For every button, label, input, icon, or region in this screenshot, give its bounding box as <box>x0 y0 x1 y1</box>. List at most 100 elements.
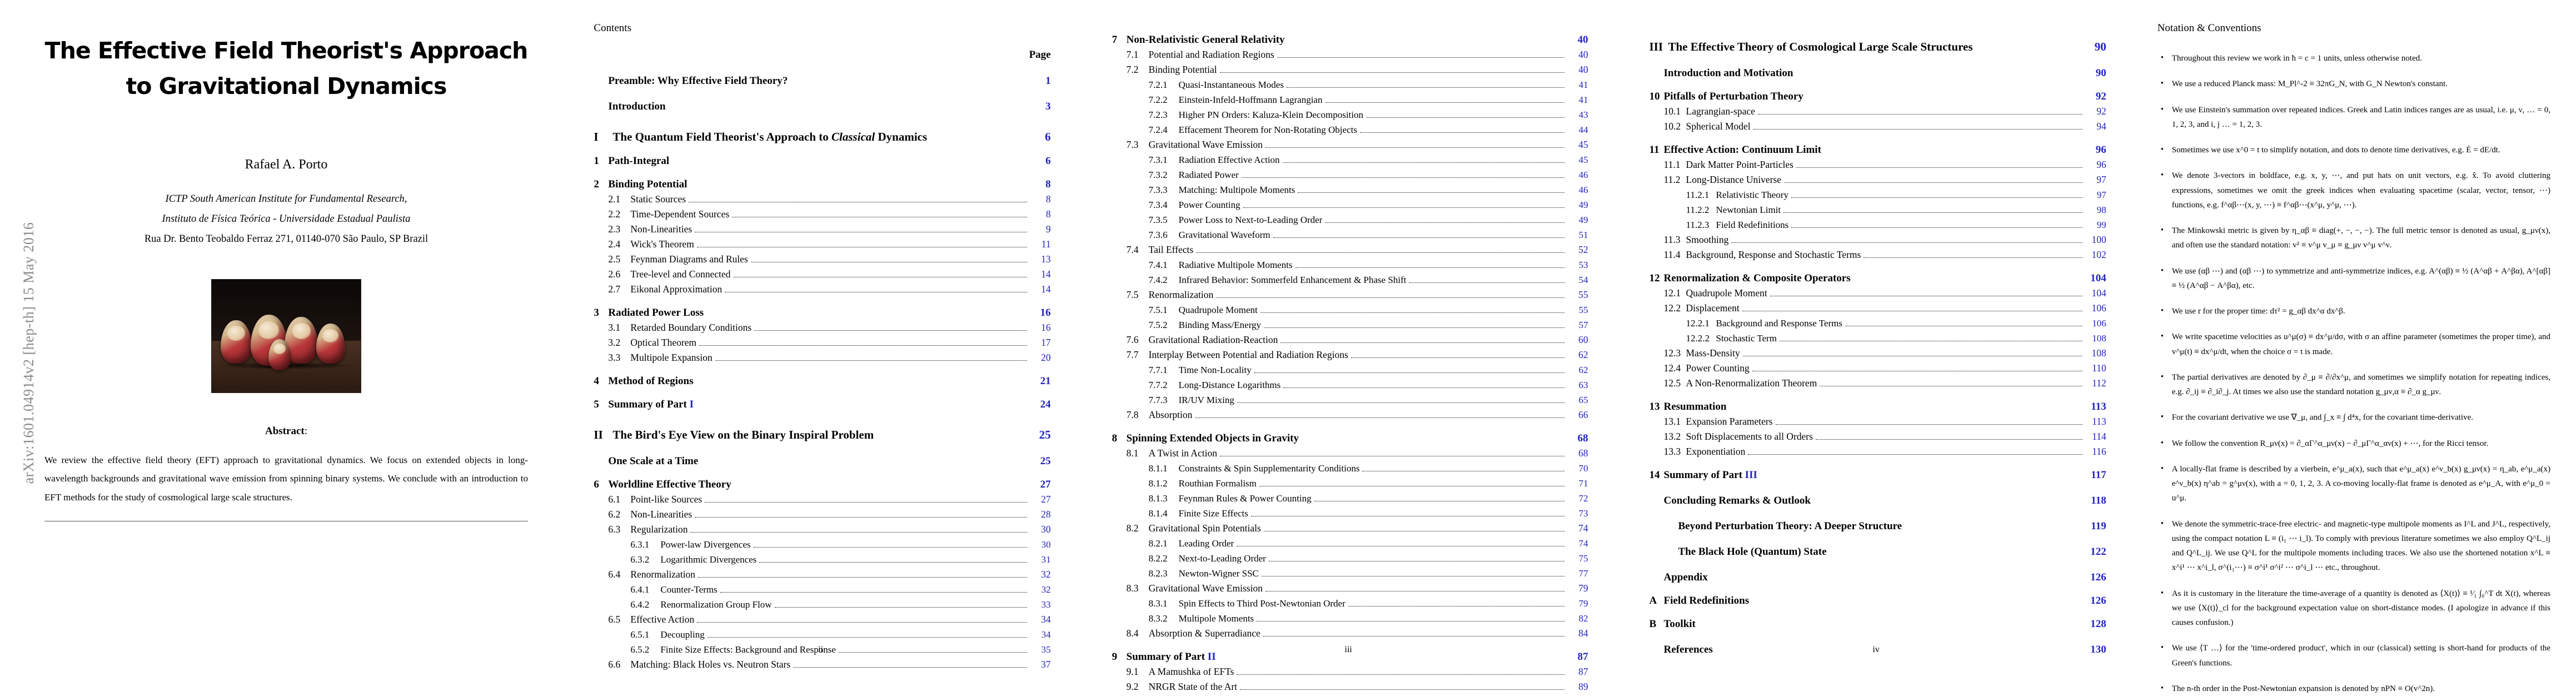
toc-entry-page-number[interactable]: 46 <box>1578 185 1588 195</box>
toc-entry-page-number[interactable]: 49 <box>1578 215 1588 225</box>
toc-entry-page-number[interactable]: 53 <box>1578 260 1588 270</box>
toc-entry[interactable]: 7.2 Binding Potential 40 <box>1112 64 1588 76</box>
toc-entry-page-number[interactable]: 6 <box>1045 155 1051 167</box>
toc-entry-page-number[interactable]: 104 <box>2090 272 2106 284</box>
toc-entry-page-number[interactable]: 122 <box>2090 546 2106 558</box>
toc-entry[interactable]: 7.3.5 Power Loss to Next-to-Leading Order… <box>1112 215 1588 226</box>
toc-entry[interactable]: 7.5.1 Quadrupole Moment 55 <box>1112 305 1588 316</box>
toc-entry-page-number[interactable]: 25 <box>1040 455 1051 467</box>
toc-entry-page-number[interactable]: 74 <box>1578 538 1588 549</box>
toc-entry[interactable]: 7.1 Potential and Radiation Regions 40 <box>1112 49 1588 61</box>
toc-entry-page-number[interactable]: 79 <box>1578 583 1588 594</box>
toc-entry[interactable]: 8.2 Gravitational Spin Potentials 74 <box>1112 523 1588 534</box>
toc-entry-page-number[interactable]: 55 <box>1578 305 1588 315</box>
toc-entry[interactable]: 2.6 Tree-level and Connected 14 <box>594 269 1051 280</box>
toc-entry-page-number[interactable]: 75 <box>1578 553 1588 564</box>
toc-entry[interactable]: 3.2 Optical Theorem 17 <box>594 337 1051 349</box>
toc-entry[interactable]: 6.4.1 Counter-Terms 32 <box>594 585 1050 595</box>
toc-entry[interactable]: Introduction 3 <box>594 101 1050 112</box>
toc-entry-page-number[interactable]: 104 <box>2091 287 2106 299</box>
toc-entry[interactable]: I The Quantum Field Theorist's Approach t… <box>594 131 1050 143</box>
toc-entry[interactable]: 2.4 Wick's Theorem 11 <box>594 239 1050 250</box>
toc-entry-page-number[interactable]: 32 <box>1041 584 1051 595</box>
toc-entry-page-number[interactable]: 46 <box>1578 170 1588 180</box>
toc-entry[interactable]: Preamble: Why Effective Field Theory? 1 <box>594 76 1050 87</box>
toc-entry-page-number[interactable]: 87 <box>1578 666 1588 677</box>
toc-entry[interactable]: 10.2 Spherical Model 94 <box>1650 121 2106 132</box>
toc-entry-page-number[interactable]: 30 <box>1041 524 1051 535</box>
toc-entry[interactable]: 2 Binding Potential 8 <box>594 179 1050 190</box>
toc-entry-page-number[interactable]: 17 <box>1041 337 1051 348</box>
toc-entry[interactable]: Concluding Remarks & Outlook 118 <box>1650 495 2106 506</box>
toc-entry-page-number[interactable]: 110 <box>2092 362 2106 374</box>
toc-entry[interactable]: 6.1 Point-like Sources 27 <box>594 494 1050 505</box>
toc-entry-page-number[interactable]: 92 <box>2096 106 2106 117</box>
toc-entry-page-number[interactable]: 54 <box>1578 275 1588 285</box>
toc-entry[interactable]: One Scale at a Time 25 <box>594 456 1050 467</box>
toc-entry[interactable]: 7.2.2 Einstein-Infeld-Hoffmann Lagrangian… <box>1112 95 1588 106</box>
toc-entry[interactable]: 7.3.3 Matching: Multipole Moments 46 <box>1112 185 1588 196</box>
toc-entry[interactable]: 4 Method of Regions 21 <box>594 376 1050 387</box>
toc-entry-page-number[interactable]: 34 <box>1041 629 1051 640</box>
toc-entry[interactable]: 8.1.3 Feynman Rules & Power Counting 72 <box>1112 494 1588 504</box>
toc-entry-page-number[interactable]: 49 <box>1578 200 1588 210</box>
toc-entry-page-number[interactable]: 40 <box>1578 49 1588 60</box>
toc-entry-page-number[interactable]: 1 <box>1045 75 1051 87</box>
toc-entry-page-number[interactable]: 57 <box>1578 320 1588 330</box>
toc-entry-page-number[interactable]: 87 <box>1577 651 1588 663</box>
toc-entry[interactable]: References 130 <box>1650 644 2106 655</box>
toc-entry-page-number[interactable]: 97 <box>2096 174 2106 185</box>
toc-entry-page-number[interactable]: 72 <box>1578 493 1588 504</box>
toc-entry[interactable]: 13.3 Exponentiation 116 <box>1650 446 2106 458</box>
toc-entry-page-number[interactable]: 108 <box>2092 333 2106 344</box>
toc-entry[interactable]: 8.1.2 Routhian Formalism 71 <box>1112 479 1588 489</box>
toc-entry[interactable]: 7.6 Gravitational Radiation-Reaction 60 <box>1112 335 1588 346</box>
toc-entry-page-number[interactable]: 113 <box>2091 401 2106 412</box>
toc-entry-page-number[interactable]: 8 <box>1045 178 1051 190</box>
toc-entry-page-number[interactable]: 68 <box>1577 432 1588 444</box>
toc-entry-page-number[interactable]: 74 <box>1578 523 1588 534</box>
toc-entry-page-number[interactable]: 14 <box>1041 269 1051 280</box>
toc-entry[interactable]: 2.3 Non-Linearities 9 <box>594 224 1050 235</box>
toc-entry[interactable]: 2.2 Time-Dependent Sources 8 <box>594 209 1050 220</box>
toc-entry[interactable]: 8.3 Gravitational Wave Emission 79 <box>1112 583 1588 594</box>
toc-entry-page-number[interactable]: 41 <box>1578 79 1588 90</box>
toc-entry[interactable]: Introduction and Motivation 90 <box>1650 68 2106 79</box>
toc-entry[interactable]: 10.1 Lagrangian-space 92 <box>1650 106 2106 117</box>
toc-entry-page-number[interactable]: 96 <box>2096 159 2106 170</box>
toc-entry[interactable]: 7.7.1 Time Non-Locality 62 <box>1112 365 1588 376</box>
toc-entry-page-number[interactable]: 99 <box>2096 220 2106 230</box>
toc-entry-page-number[interactable]: 33 <box>1041 599 1051 610</box>
toc-entry[interactable]: 11.2.2 Newtonian Limit 98 <box>1650 205 2106 216</box>
toc-entry-page-number[interactable]: 52 <box>1578 244 1588 255</box>
toc-entry[interactable]: 12.2.1 Background and Response Terms 106 <box>1650 319 2106 329</box>
toc-entry-page-number[interactable]: 106 <box>2091 302 2106 314</box>
toc-entry[interactable]: 12.2.2 Stochastic Term 108 <box>1650 334 2106 344</box>
toc-entry[interactable]: 6 Worldline Effective Theory 27 <box>594 479 1050 490</box>
toc-entry-page-number[interactable]: 32 <box>1041 569 1051 580</box>
toc-entry-page-number[interactable]: 89 <box>1578 681 1588 692</box>
toc-entry[interactable]: 9.1 A Mamushka of EFTs 87 <box>1112 667 1588 678</box>
toc-entry-page-number[interactable]: 63 <box>1578 380 1588 390</box>
toc-entry-page-number[interactable]: 44 <box>1578 125 1588 135</box>
toc-entry-page-number[interactable]: 96 <box>2095 144 2106 156</box>
toc-entry[interactable]: 8 Spinning Extended Objects in Gravity 68 <box>1112 433 1588 444</box>
toc-entry-page-number[interactable]: 37 <box>1041 659 1051 670</box>
toc-entry[interactable]: 7.2.3 Higher PN Orders: Kaluza-Klein Deco… <box>1112 110 1588 121</box>
toc-entry-page-number[interactable]: 41 <box>1578 95 1588 105</box>
toc-entry[interactable]: 7.4.1 Radiative Multipole Moments 53 <box>1112 260 1588 271</box>
toc-entry-page-number[interactable]: 130 <box>2090 644 2106 655</box>
toc-entry[interactable]: 2.7 Eikonal Approximation 14 <box>594 284 1051 295</box>
toc-entry-page-number[interactable]: 66 <box>1578 409 1588 420</box>
toc-entry-page-number[interactable]: 94 <box>2096 121 2106 132</box>
toc-entry-part-link[interactable]: I <box>689 399 694 410</box>
toc-entry[interactable]: A Field Redefinitions 126 <box>1650 595 2106 606</box>
toc-entry[interactable]: 11.1 Dark Matter Point-Particles 96 <box>1650 160 2106 171</box>
toc-entry-page-number[interactable]: 112 <box>2092 377 2106 389</box>
toc-entry-page-number[interactable]: 106 <box>2092 318 2106 329</box>
toc-entry-page-number[interactable]: 68 <box>1578 448 1588 459</box>
toc-entry-page-number[interactable]: 40 <box>1578 64 1588 75</box>
toc-entry[interactable]: 14 Summary of Part III 117 <box>1650 470 2106 481</box>
toc-entry[interactable]: 7.3.2 Radiated Power 46 <box>1112 170 1588 181</box>
toc-entry-page-number[interactable]: 14 <box>1041 284 1051 295</box>
